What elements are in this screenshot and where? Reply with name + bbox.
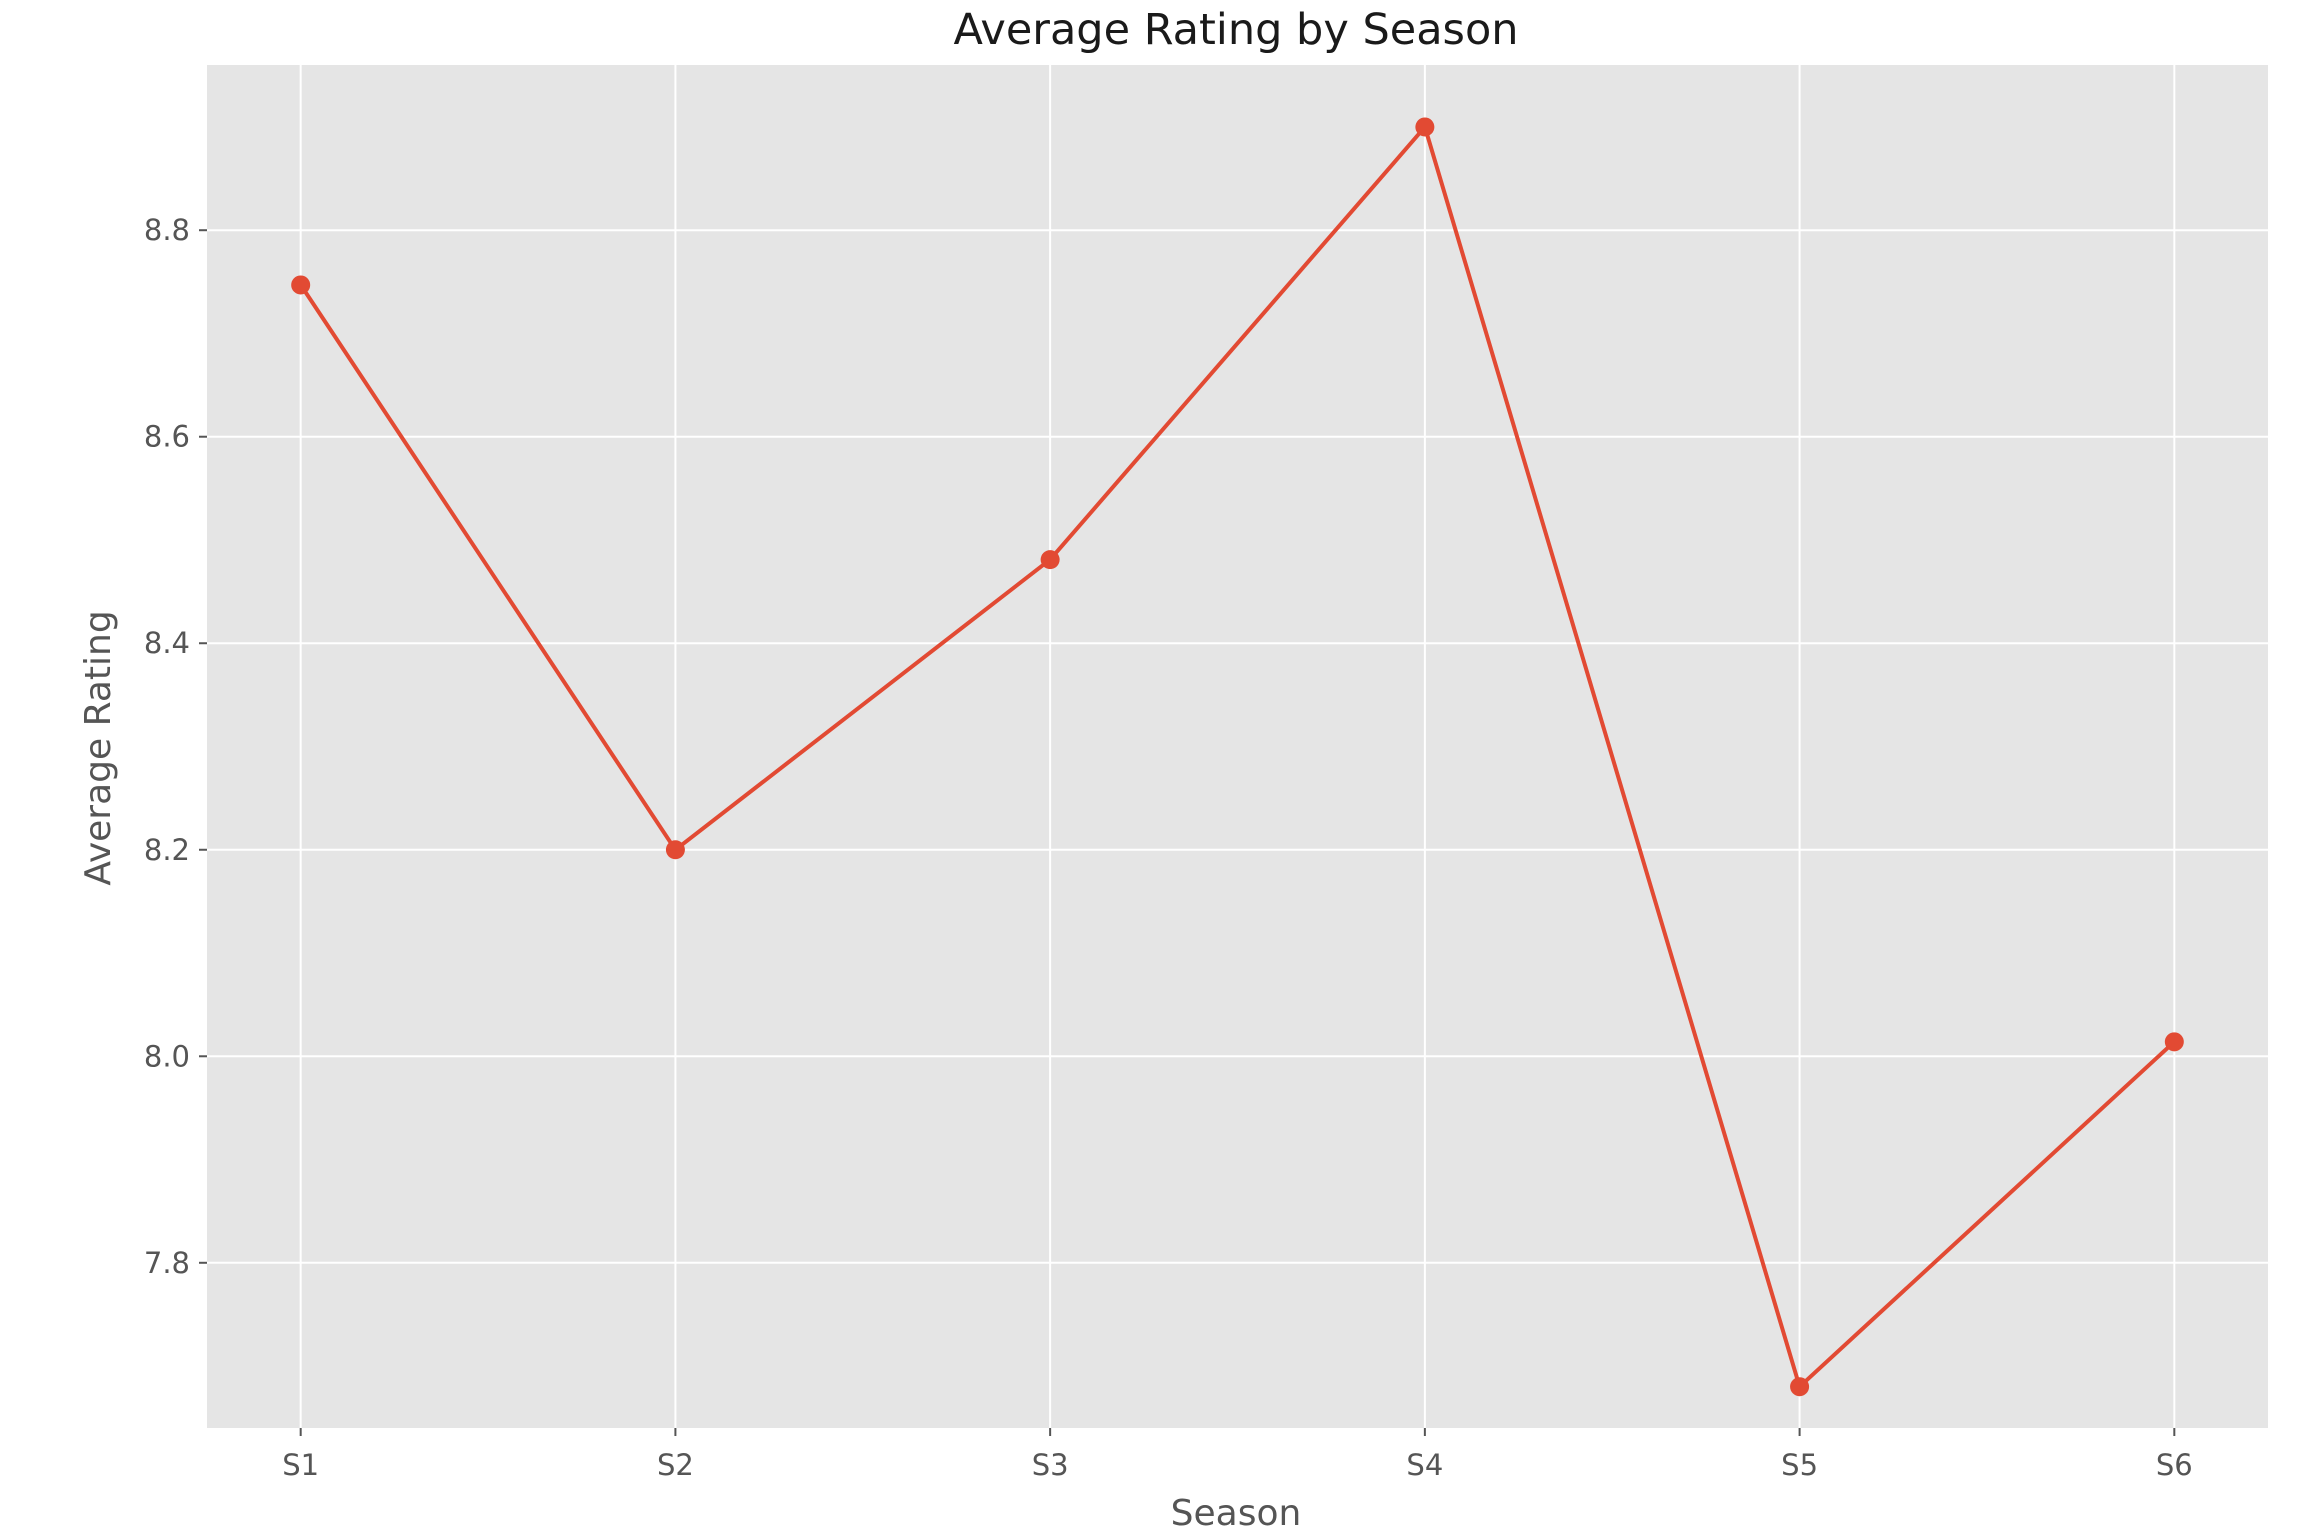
axis-ticks: S1 S2 S3 S4 S5 S6 7.8 8.0 8.2 8.4 8.6 8.8 <box>144 213 2193 1482</box>
x-axis-label: Season <box>1171 1493 1302 1530</box>
x-tick-label: S1 <box>282 1448 319 1482</box>
data-point-s4 <box>1415 117 1435 137</box>
data-point-s5 <box>1790 1377 1810 1397</box>
data-point-s3 <box>1040 550 1060 570</box>
y-tick-label: 8.6 <box>144 420 190 454</box>
data-series <box>291 117 2184 1397</box>
grid-lines <box>207 65 2268 1428</box>
y-tick-label: 8.2 <box>144 833 190 867</box>
data-point-s1 <box>291 275 311 295</box>
x-tick-label: S2 <box>657 1448 694 1482</box>
plot-area <box>207 65 2268 1428</box>
x-tick-label: S6 <box>2156 1448 2193 1482</box>
y-tick-label: 8.4 <box>144 626 190 660</box>
y-tick-label: 8.8 <box>144 213 190 247</box>
data-point-s6 <box>2164 1032 2184 1052</box>
x-tick-label: S5 <box>1781 1448 1818 1482</box>
x-tick-label: S4 <box>1406 1448 1443 1482</box>
series-line <box>299 125 2176 1389</box>
x-tick-label: S3 <box>1032 1448 1069 1482</box>
y-tick-label: 7.8 <box>144 1246 190 1280</box>
y-tick-label: 8.0 <box>144 1039 190 1073</box>
chart-title: Average Rating by Season <box>953 5 1518 55</box>
y-axis-label: Average Rating <box>78 610 119 885</box>
data-point-s2 <box>665 840 685 860</box>
